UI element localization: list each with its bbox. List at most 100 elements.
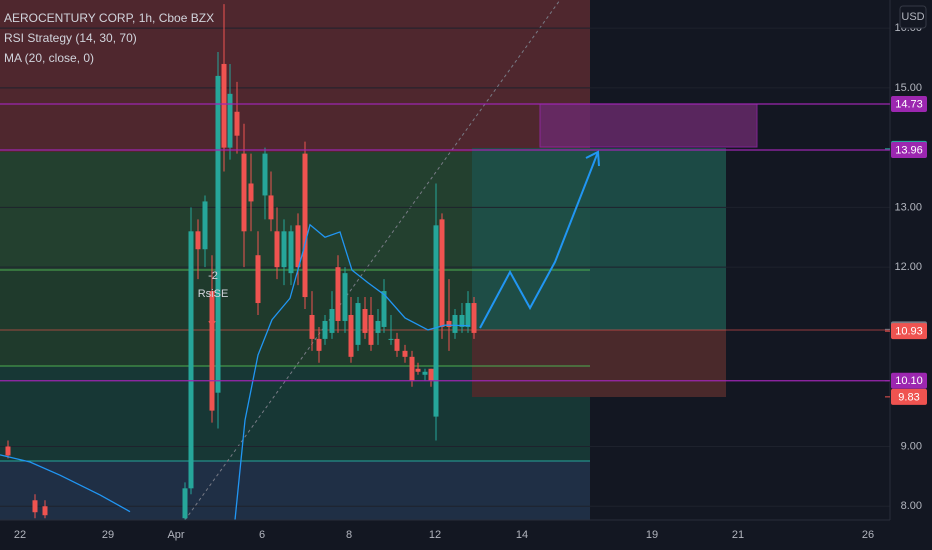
candle bbox=[459, 303, 465, 333]
indicator: RSI Strategy (14, 30, 70) bbox=[4, 31, 137, 45]
candle-body bbox=[209, 291, 215, 411]
candle-body bbox=[465, 303, 471, 327]
candle bbox=[335, 255, 341, 333]
candle-body bbox=[195, 231, 201, 250]
x-tick-label: 22 bbox=[14, 529, 26, 541]
candle-body bbox=[248, 183, 254, 202]
candle bbox=[355, 297, 361, 351]
candle bbox=[255, 231, 261, 315]
candle bbox=[452, 309, 458, 339]
candle bbox=[368, 297, 374, 351]
candle bbox=[42, 500, 48, 519]
candle bbox=[394, 332, 400, 357]
candle bbox=[274, 207, 280, 280]
x-tick-label: Apr bbox=[167, 529, 184, 541]
currency: USD bbox=[901, 11, 924, 23]
candle bbox=[262, 147, 268, 220]
candle-body bbox=[202, 201, 208, 250]
price-tag bbox=[891, 142, 927, 159]
x-tick-label: 29 bbox=[102, 529, 114, 541]
candle-body bbox=[221, 63, 227, 148]
x-tick-label: 26 bbox=[862, 529, 874, 541]
candle-body bbox=[5, 446, 11, 456]
candle bbox=[202, 195, 208, 268]
candle-body bbox=[188, 231, 194, 489]
candle-body bbox=[381, 291, 387, 327]
signal-arrow bbox=[208, 310, 216, 328]
candle bbox=[322, 314, 328, 345]
candle bbox=[388, 314, 394, 345]
candle bbox=[241, 123, 247, 268]
price-tag-label: 9.83 bbox=[898, 391, 919, 403]
candle-body bbox=[182, 488, 188, 519]
candle-body bbox=[355, 303, 361, 345]
candle bbox=[195, 219, 201, 280]
zone bbox=[0, 0, 590, 152]
candle bbox=[182, 482, 188, 525]
zone bbox=[0, 461, 590, 520]
candle-body bbox=[422, 371, 428, 375]
candle bbox=[402, 344, 408, 363]
candle bbox=[348, 297, 354, 363]
candle bbox=[362, 297, 368, 339]
ma-line bbox=[0, 454, 131, 513]
candle-body bbox=[241, 153, 247, 232]
price-tag-label: 13.96 bbox=[895, 144, 923, 156]
y-tick-label: 12.00 bbox=[894, 261, 922, 273]
candle-body bbox=[375, 320, 381, 333]
candle-body bbox=[322, 320, 328, 339]
candle bbox=[281, 219, 287, 286]
candle bbox=[295, 213, 301, 286]
price-tag bbox=[891, 388, 927, 405]
candle bbox=[375, 309, 381, 345]
candle bbox=[446, 279, 452, 351]
candle-body bbox=[446, 320, 452, 327]
candle-body bbox=[32, 500, 38, 513]
candle-body bbox=[415, 368, 421, 372]
candle-body bbox=[227, 93, 233, 148]
y-tick-label: 9.00 bbox=[901, 440, 922, 452]
candle-body bbox=[342, 273, 348, 321]
x-tick-label: 19 bbox=[646, 529, 658, 541]
candle bbox=[188, 207, 194, 495]
signal-label: RsiSE bbox=[198, 288, 229, 300]
candle-body bbox=[302, 153, 308, 298]
candle-body bbox=[452, 314, 458, 333]
target-zone bbox=[472, 148, 726, 330]
stop-zone bbox=[472, 330, 726, 397]
candle bbox=[248, 153, 254, 232]
projection bbox=[479, 151, 599, 329]
candle bbox=[309, 291, 315, 351]
candle bbox=[221, 4, 227, 172]
candle-body bbox=[262, 153, 268, 196]
axes: 8.009.0012.0013.0015.0016.002229Apr68121… bbox=[14, 22, 927, 541]
candle-body bbox=[268, 195, 274, 220]
candle bbox=[209, 255, 215, 423]
candle-body bbox=[362, 309, 368, 333]
price-tag bbox=[891, 372, 927, 389]
candle bbox=[302, 141, 308, 310]
candle-body bbox=[215, 75, 221, 393]
y-tick-label: 13.00 bbox=[894, 201, 922, 213]
x-tick-label: 21 bbox=[732, 529, 744, 541]
candle bbox=[268, 171, 274, 232]
candle-body bbox=[368, 314, 374, 345]
price-tag-label: 14.73 bbox=[895, 98, 923, 110]
x-tick-label: 14 bbox=[516, 529, 528, 541]
candle bbox=[422, 368, 428, 381]
candle-body bbox=[428, 368, 434, 381]
candle-body bbox=[409, 356, 415, 381]
candle-body bbox=[295, 225, 301, 268]
candle bbox=[428, 368, 434, 387]
y-tick-label: 15.00 bbox=[894, 82, 922, 94]
candle-body bbox=[335, 267, 341, 321]
candle-body bbox=[459, 314, 465, 327]
candle bbox=[316, 326, 322, 363]
candle bbox=[5, 440, 11, 459]
y-tick-label: 8.00 bbox=[901, 500, 922, 512]
chart-title: AEROCENTURY CORP, 1h, Cboe BZX bbox=[4, 11, 214, 25]
range-box bbox=[539, 103, 758, 148]
candle bbox=[439, 213, 445, 339]
candle-body bbox=[471, 303, 477, 333]
